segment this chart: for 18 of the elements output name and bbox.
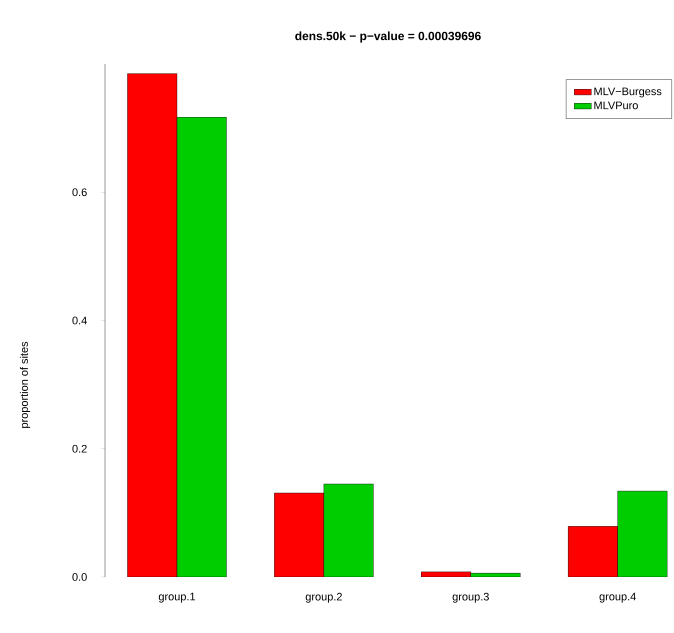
- y-axis-title: proportion of sites: [20, 342, 30, 428]
- x-tick-label: group.1: [158, 592, 196, 603]
- x-tick-label: group.3: [452, 592, 489, 603]
- x-tick-label: group.2: [306, 592, 342, 603]
- legend-label: MLVPuro: [594, 102, 638, 110]
- y-tick-label: 0.0: [72, 573, 87, 581]
- bar: [324, 484, 374, 577]
- x-tick-label: group.4: [600, 592, 636, 603]
- legend-label: MLV−Burgess: [594, 88, 662, 98]
- y-tick-label: 0.2: [72, 444, 87, 453]
- bar: [127, 74, 177, 577]
- bar: [568, 526, 618, 577]
- bar: [274, 492, 324, 577]
- y-tick-label: 0.6: [72, 188, 87, 196]
- bar: [176, 117, 226, 577]
- y-tick-label: 0.4: [72, 316, 87, 324]
- bar: [617, 490, 668, 577]
- chart-title: dens.50k − p−value = 0.00039696: [295, 31, 481, 43]
